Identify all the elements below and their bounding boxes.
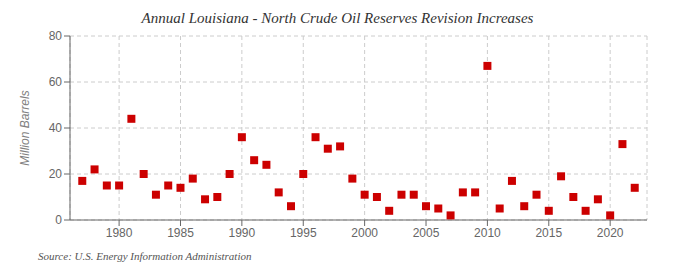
svg-text:1985: 1985 [167,226,194,240]
svg-text:2020: 2020 [597,226,624,240]
svg-text:20: 20 [49,167,63,181]
svg-text:1995: 1995 [290,226,317,240]
svg-text:40: 40 [49,121,63,135]
svg-text:Million Barrels: Million Barrels [18,90,32,165]
html-text:Source: U.S. Energy Informatio: Source: U.S. Energy Information Administ… [38,250,252,262]
svg-text:1980: 1980 [106,226,133,240]
svg-text:2010: 2010 [474,226,501,240]
svg-text:2005: 2005 [413,226,440,240]
svg-text:2000: 2000 [351,226,378,240]
svg-text:1990: 1990 [229,226,256,240]
svg-text:0: 0 [55,213,62,227]
svg-text:80: 80 [49,29,63,43]
svg-text:60: 60 [49,75,63,89]
svg-text:2015: 2015 [535,226,562,240]
html-text:Annual Louisiana - North Crude: Annual Louisiana - North Crude Oil Reser… [141,10,534,26]
